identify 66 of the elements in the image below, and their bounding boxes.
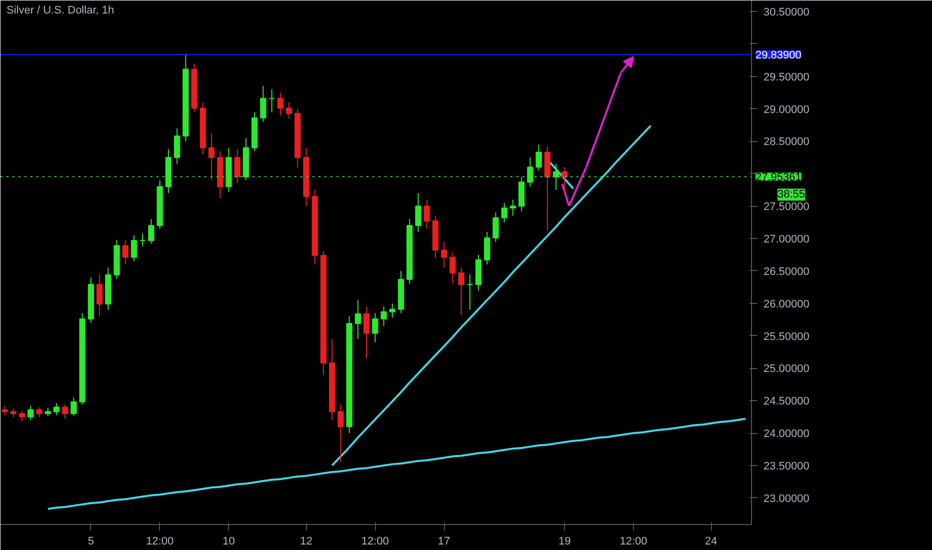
candlestick <box>2 405 8 416</box>
candlestick <box>62 404 68 420</box>
candlestick <box>450 252 456 284</box>
candlestick <box>424 199 430 230</box>
y-tick-label: 23.00000 <box>764 492 810 505</box>
candlestick <box>10 408 16 418</box>
x-tick-label: 10 <box>222 536 235 548</box>
candlestick <box>130 234 138 262</box>
x-tick-label: 17 <box>438 536 450 548</box>
candlestick <box>466 274 473 310</box>
candlestick <box>208 132 215 181</box>
y-tick-label: 28.50000 <box>764 136 810 148</box>
x-tick-label: 12 <box>300 536 312 548</box>
candlestick <box>536 144 542 171</box>
candlestick <box>363 306 370 359</box>
x-tick-label: 12:00 <box>361 536 389 548</box>
candlestick <box>28 405 34 421</box>
y-tick-label: 27.00000 <box>764 234 810 246</box>
candlestick <box>380 306 387 327</box>
candlestick <box>440 241 448 268</box>
candlestick <box>36 406 42 418</box>
y-tick-label: 25.50000 <box>764 330 810 343</box>
candlestick <box>354 300 361 340</box>
candlestick <box>338 403 344 463</box>
candlestick <box>70 396 77 417</box>
candlestick <box>510 199 516 216</box>
y-tick-label: 23.50000 <box>764 460 810 472</box>
y-tick-label: 27.50000 <box>764 201 810 214</box>
candlestick <box>484 232 490 265</box>
y-tick-label: 26.50000 <box>764 266 810 278</box>
candlestick <box>277 92 284 116</box>
x-tick-label: 24 <box>704 536 718 548</box>
candlestick <box>260 86 266 122</box>
candlestick <box>18 410 26 422</box>
ref-line-label: 29.83900 <box>756 49 802 62</box>
candlestick <box>518 176 525 212</box>
candlestick <box>501 202 508 223</box>
y-tick-label: 24.00000 <box>764 428 810 440</box>
candlestick <box>268 88 275 113</box>
candlestick <box>415 192 422 233</box>
y-tick-label: 26.00000 <box>764 298 810 310</box>
candlestick <box>492 212 499 242</box>
candlestick <box>148 218 154 244</box>
candlestick <box>458 267 464 316</box>
y-tick-label: 30.50000 <box>764 6 810 19</box>
candlestick <box>372 312 378 343</box>
candlestick <box>122 239 128 265</box>
candlestick <box>140 232 146 247</box>
y-tick-label: 24.50000 <box>764 396 810 408</box>
x-tick-label: 12:00 <box>146 536 174 548</box>
candlestick <box>174 128 180 164</box>
y-tick-label: 29.00000 <box>764 104 810 116</box>
y-tick-label: 29.50000 <box>764 71 810 84</box>
chart-title: Silver / U.S. Dollar, 1h <box>6 4 114 16</box>
x-tick-label: 19 <box>558 536 571 548</box>
candlestick <box>234 148 240 184</box>
text: 38:55 <box>778 188 806 201</box>
candlestick <box>53 402 60 416</box>
y-tick-label: 25.00000 <box>764 363 810 376</box>
x-tick-label: 5 <box>88 536 94 548</box>
line-series <box>46 418 746 510</box>
x-tick-label: 12:00 <box>620 536 648 548</box>
line-series <box>331 124 652 466</box>
candlestick <box>389 302 396 318</box>
candlestick <box>96 274 103 317</box>
candlestick <box>286 102 292 120</box>
